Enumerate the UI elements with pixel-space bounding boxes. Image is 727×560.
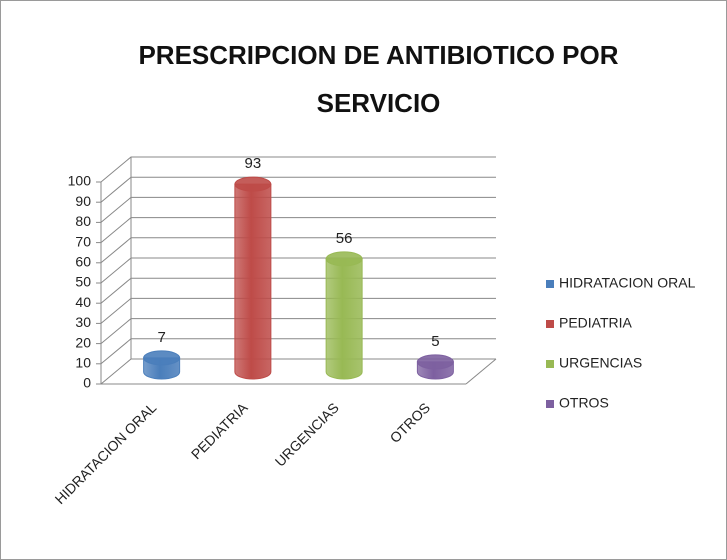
cylinder-body: [325, 258, 363, 380]
legend-swatch: [546, 320, 554, 328]
grid-line: [100, 277, 496, 304]
y-tick-label: 30: [75, 314, 91, 330]
x-tick-label: PEDIATRIA: [188, 399, 251, 462]
x-tick-label: URGENCIAS: [272, 399, 342, 469]
cylinder-body: [234, 183, 272, 380]
legend-label: OTROS: [559, 395, 609, 411]
y-tick-label: 0: [83, 375, 91, 391]
legend-swatch: [546, 280, 554, 288]
chart-title: PRESCRIPCION DE ANTIBIOTICO POR SERVICIO: [138, 40, 619, 118]
cylinder-top: [325, 251, 363, 267]
grid-line: [100, 257, 496, 284]
y-tick-label: 10: [75, 355, 91, 371]
data-label: 56: [336, 230, 353, 247]
grid-line: [100, 176, 496, 203]
y-tick-label: 60: [75, 254, 91, 270]
grid-line: [100, 338, 496, 365]
grid-line: [100, 237, 496, 264]
x-tick-label: OTROS: [387, 399, 434, 446]
data-label: 5: [431, 333, 439, 350]
y-tick-label: 90: [75, 193, 91, 209]
y-tick-label: 70: [75, 233, 91, 249]
data-label: 93: [245, 155, 262, 172]
grid-line: [100, 297, 496, 324]
cylinder-top: [143, 350, 181, 366]
data-label: 7: [157, 329, 165, 346]
y-tick-label: 20: [75, 334, 91, 350]
y-tick-label: 100: [68, 173, 92, 189]
legend-swatch: [546, 360, 554, 368]
cylinder-top: [416, 354, 454, 370]
grid-line: [100, 318, 496, 344]
grid-line: [100, 358, 496, 385]
legend-swatch: [546, 400, 554, 408]
cylinder: [234, 176, 272, 380]
grid-line: [100, 196, 496, 223]
legend-label: URGENCIAS: [559, 355, 642, 371]
y-tick-label: 50: [75, 274, 91, 290]
y-tick-label: 80: [75, 213, 91, 229]
cylinder: [416, 354, 454, 380]
legend-label: PEDIATRIA: [559, 315, 633, 331]
floor-edge: [465, 358, 497, 385]
cylinder-top: [234, 176, 272, 192]
y-tick-label: 40: [75, 294, 91, 310]
grid-line: [100, 217, 496, 243]
x-tick-label: HIDRATACION ORAL: [52, 399, 160, 507]
cylinder: [325, 251, 363, 380]
grid-line: [100, 156, 496, 183]
cylinder: [143, 350, 181, 380]
legend-label: HIDRATACION ORAL: [559, 275, 696, 291]
